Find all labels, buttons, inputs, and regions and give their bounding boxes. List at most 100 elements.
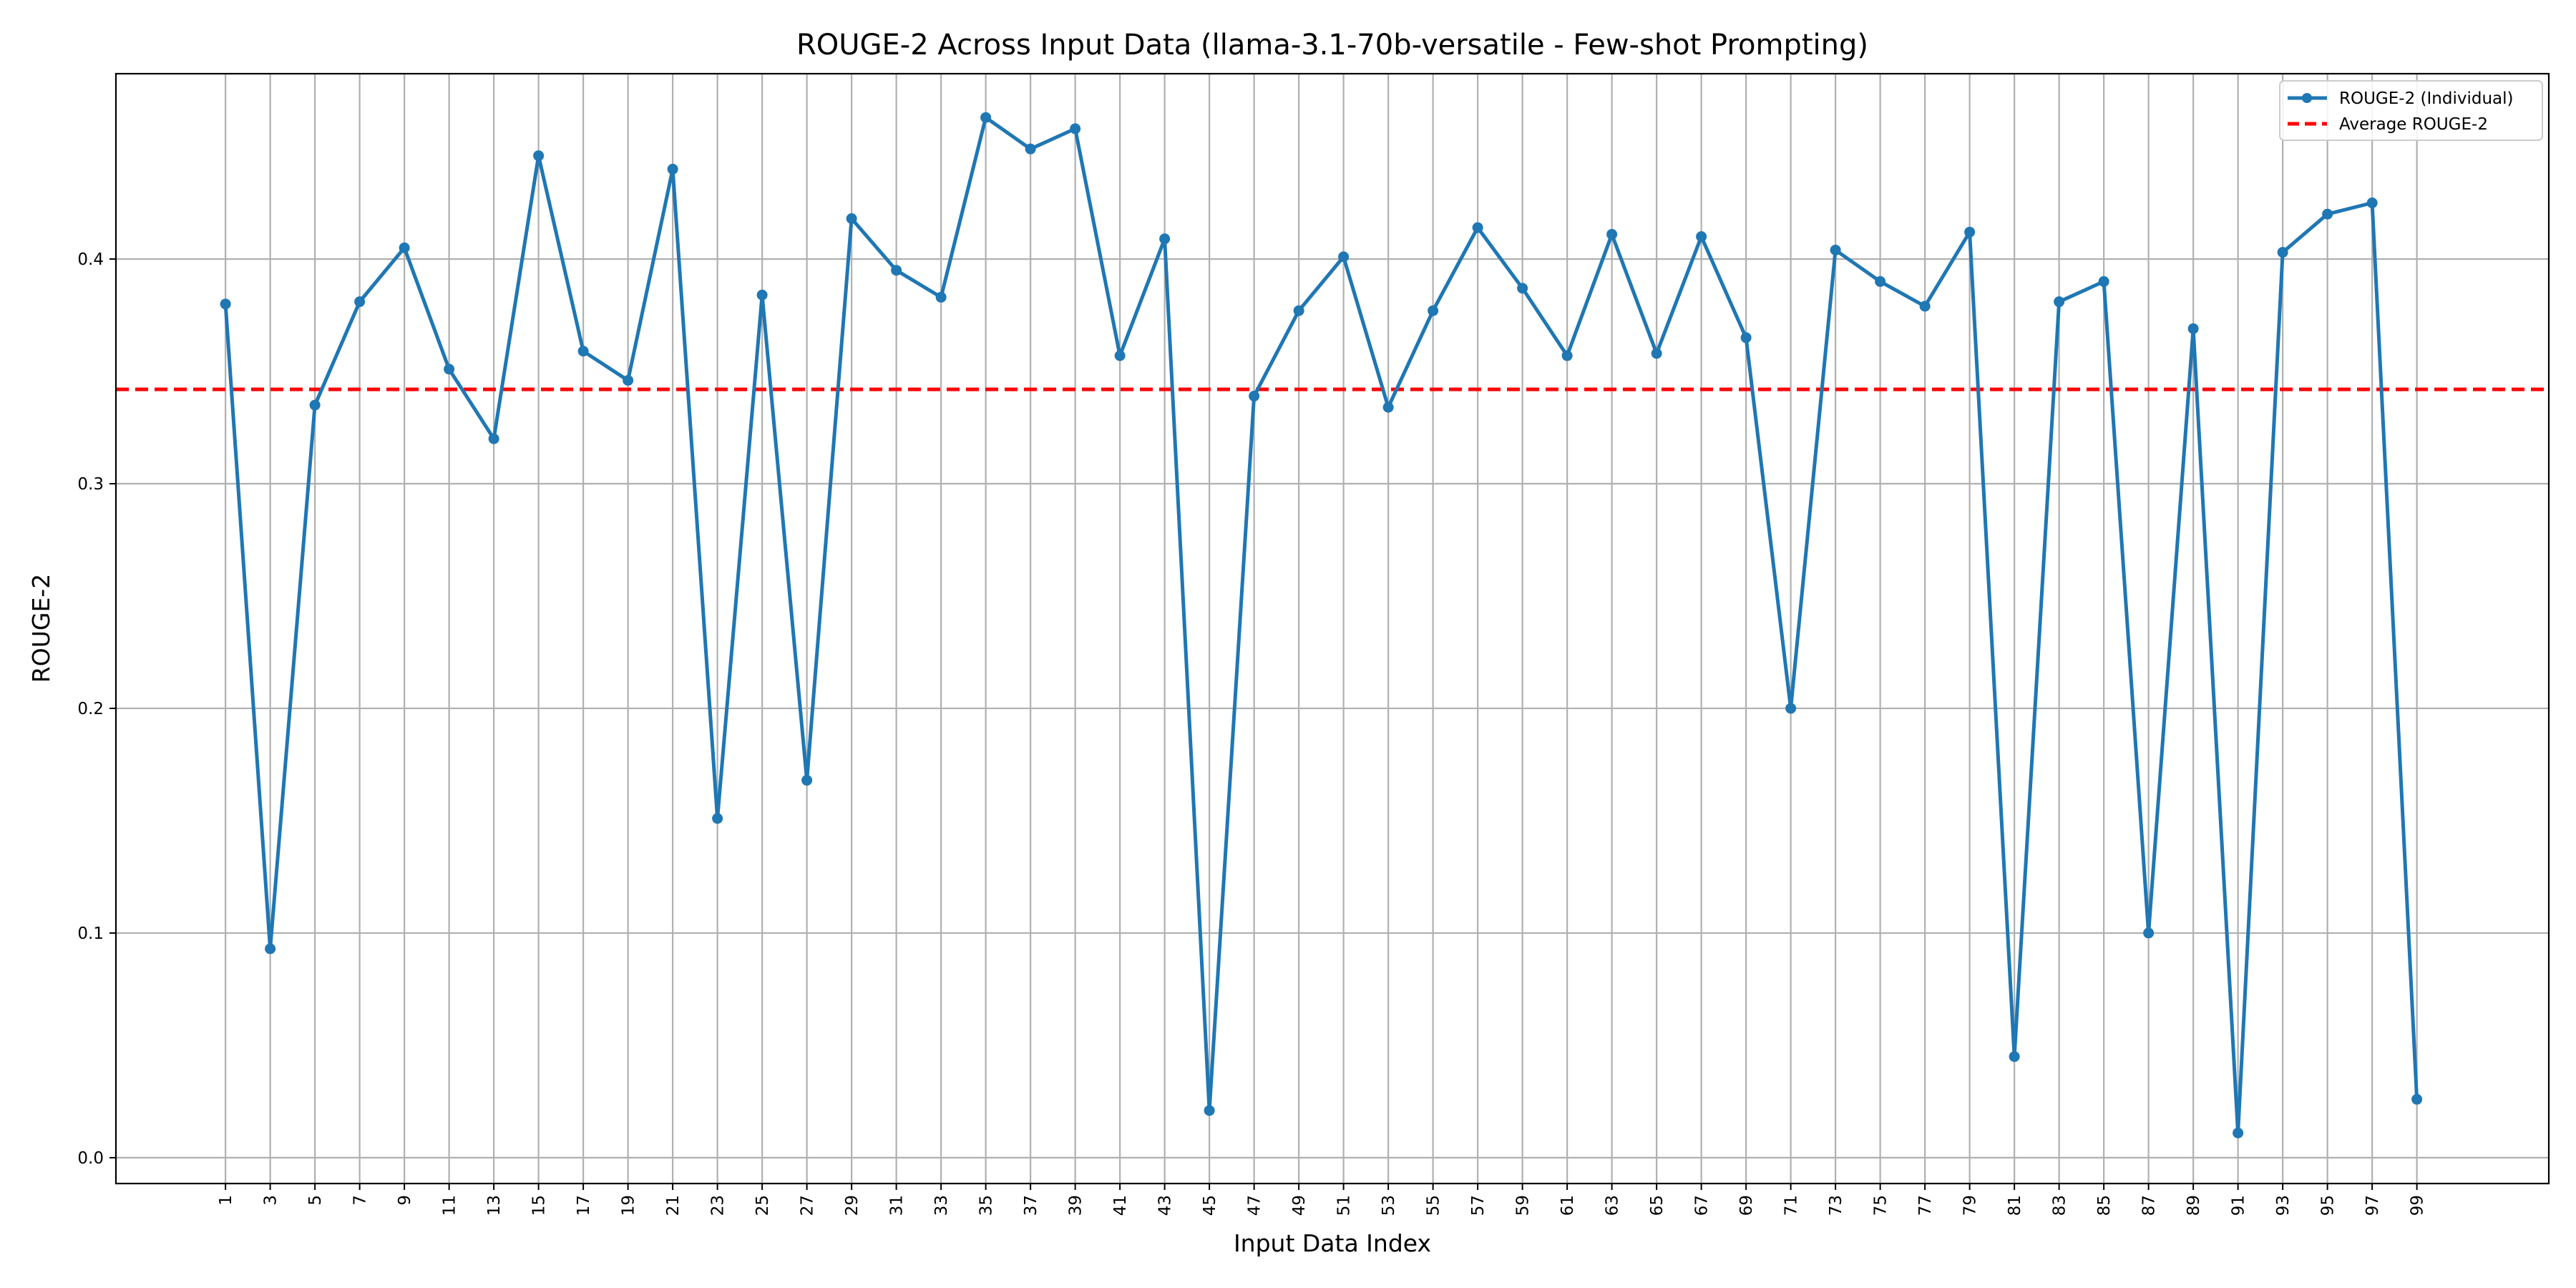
x-tick-label: 11 xyxy=(441,1195,459,1216)
x-tick-label: 57 xyxy=(1469,1195,1488,1216)
x-tick-label: 91 xyxy=(2230,1195,2248,1216)
x-axis-ticks: 1 3 5 7 9 11 13 15 17 19 21 23 25 27 29 31 33 35 37 39 41 43 4… xyxy=(217,1184,2427,1216)
data-point xyxy=(1785,703,1797,714)
x-tick-label: 9 xyxy=(396,1195,414,1206)
plot-frame xyxy=(114,72,2550,1185)
x-tick-label: 81 xyxy=(2006,1195,2024,1216)
x-tick-label: 53 xyxy=(1380,1195,1398,1216)
data-point xyxy=(488,433,499,444)
x-tick-label: 67 xyxy=(1693,1195,1712,1216)
data-point xyxy=(1114,350,1126,361)
x-tick-label: 49 xyxy=(1290,1195,1309,1216)
data-point xyxy=(399,242,410,253)
data-point xyxy=(1740,332,1752,343)
data-point xyxy=(891,265,902,276)
data-point xyxy=(1382,401,1394,413)
x-tick-label: 31 xyxy=(888,1195,907,1216)
data-point xyxy=(1830,244,1841,255)
data-point xyxy=(667,163,678,175)
data-point xyxy=(980,112,992,123)
series-layer xyxy=(220,112,2423,1138)
legend: ROUGE-2 (Individual) Average ROUGE-2 xyxy=(2279,80,2543,141)
data-point xyxy=(1338,251,1350,263)
x-tick-label: 19 xyxy=(620,1195,638,1216)
x-tick-label: 65 xyxy=(1648,1195,1667,1216)
x-tick-label: 35 xyxy=(977,1195,996,1216)
data-point xyxy=(2098,275,2109,287)
data-point xyxy=(1606,228,1618,240)
legend-series-marker xyxy=(2302,93,2312,103)
legend-label-average: Average ROUGE-2 xyxy=(2339,115,2488,134)
data-point xyxy=(2411,1093,2423,1105)
data-point xyxy=(1919,301,1931,312)
x-tick-label: 37 xyxy=(1022,1195,1040,1216)
data-point xyxy=(1204,1105,1215,1116)
y-axis-ticks: 0.0 0.1 0.2 0.3 0.4 xyxy=(77,250,116,1168)
data-point xyxy=(712,813,723,824)
x-tick-label: 5 xyxy=(306,1195,325,1206)
x-tick-label: 23 xyxy=(709,1195,728,1216)
chart-title: ROUGE-2 Across Input Data (llama-3.1-70b… xyxy=(796,29,1868,62)
x-tick-label: 95 xyxy=(2319,1195,2338,1216)
x-tick-label: 55 xyxy=(1425,1195,1443,1216)
x-tick-label: 87 xyxy=(2140,1195,2159,1216)
x-tick-label: 3 xyxy=(262,1195,280,1206)
x-tick-label: 25 xyxy=(753,1195,772,1216)
y-axis-label: ROUGE-2 xyxy=(27,574,55,683)
x-tick-label: 85 xyxy=(2095,1195,2114,1216)
data-point xyxy=(1651,348,1662,359)
data-point xyxy=(623,375,634,386)
data-point xyxy=(2322,208,2333,220)
data-point xyxy=(801,774,813,786)
y-tick-label: 0.3 xyxy=(77,475,104,494)
data-point xyxy=(1964,226,1976,238)
data-point xyxy=(756,289,768,301)
data-point xyxy=(1070,123,1081,135)
x-tick-label: 47 xyxy=(1246,1195,1264,1216)
x-tick-label: 21 xyxy=(664,1195,683,1216)
y-tick-label: 0.1 xyxy=(77,924,104,943)
x-tick-label: 51 xyxy=(1335,1195,1354,1216)
x-tick-label: 13 xyxy=(485,1195,504,1216)
y-tick-label: 0.4 xyxy=(77,250,104,269)
x-tick-label: 41 xyxy=(1111,1195,1130,1216)
data-point xyxy=(444,364,455,375)
grid-lines xyxy=(116,74,2549,1184)
data-point xyxy=(2277,247,2288,258)
data-point xyxy=(265,943,276,955)
data-point xyxy=(1293,305,1304,316)
data-point xyxy=(1696,231,1707,243)
data-point xyxy=(846,213,857,225)
x-tick-label: 27 xyxy=(799,1195,817,1216)
x-axis-label: Input Data Index xyxy=(1234,1229,1431,1257)
data-point xyxy=(1428,305,1439,316)
data-point xyxy=(1249,391,1260,402)
x-tick-label: 93 xyxy=(2274,1195,2293,1216)
data-point xyxy=(1875,275,1886,287)
data-point xyxy=(2054,296,2065,308)
y-tick-label: 0.2 xyxy=(77,700,104,718)
x-tick-label: 63 xyxy=(1604,1195,1622,1216)
x-tick-label: 29 xyxy=(843,1195,862,1216)
y-tick-label: 0.0 xyxy=(77,1149,104,1168)
x-tick-label: 73 xyxy=(1827,1195,1845,1216)
series-line xyxy=(223,115,2419,1135)
data-point xyxy=(2009,1051,2020,1063)
x-tick-label: 79 xyxy=(1961,1195,1980,1216)
data-point xyxy=(1159,233,1171,245)
legend-label-series: ROUGE-2 (Individual) xyxy=(2339,89,2513,108)
legend-box xyxy=(2279,80,2543,141)
data-point xyxy=(935,291,947,303)
x-tick-label: 69 xyxy=(1737,1195,1756,1216)
x-tick-label: 99 xyxy=(2409,1195,2427,1216)
x-tick-label: 39 xyxy=(1067,1195,1085,1216)
x-tick-label: 75 xyxy=(1872,1195,1890,1216)
data-point xyxy=(354,296,366,308)
data-point xyxy=(533,150,545,162)
data-point xyxy=(577,346,589,357)
x-tick-label: 71 xyxy=(1782,1195,1801,1216)
data-point xyxy=(309,399,321,411)
x-tick-label: 7 xyxy=(351,1195,370,1206)
